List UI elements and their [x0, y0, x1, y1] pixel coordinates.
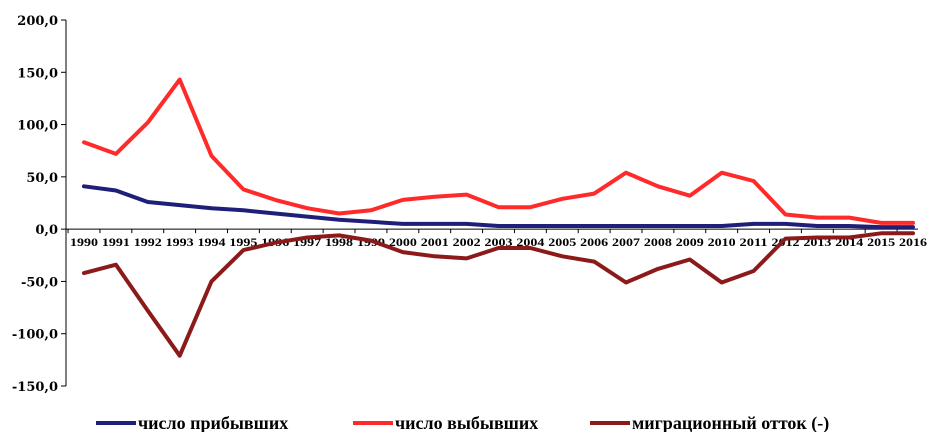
x-tick-label: 2006 [580, 235, 608, 249]
x-tick-label: 2010 [708, 235, 736, 249]
x-tick-label: 2009 [676, 235, 704, 249]
x-tick-label: 2011 [740, 235, 768, 249]
y-tick-label: 200,0 [17, 14, 58, 29]
y-tick-label: -50,0 [21, 275, 58, 290]
x-tick-label: 1990 [70, 235, 98, 249]
x-tick-label: 2002 [453, 235, 481, 249]
x-tick-label: 1998 [325, 235, 353, 249]
x-tick-label: 2000 [389, 235, 417, 249]
x-tick-label: 2008 [644, 235, 672, 249]
series-lines [82, 77, 915, 358]
x-tick-label: 2005 [548, 235, 576, 249]
y-tick-label: 50,0 [26, 171, 58, 186]
legend-label-arrivals: число прибывших [138, 413, 288, 432]
x-tick-label: 2001 [421, 235, 449, 249]
series-line-departures [82, 77, 915, 225]
legend-label-departures: число выбывших [395, 413, 538, 432]
y-tick-label: 0,0 [35, 223, 58, 238]
x-tick-label: 1991 [102, 235, 130, 249]
series-line-outflow [82, 231, 915, 358]
x-tick-label: 1995 [229, 235, 257, 249]
y-tick-label: -100,0 [12, 328, 58, 343]
legend-label-outflow: миграционный отток (-) [632, 413, 829, 432]
y-tick-label: 150,0 [17, 66, 58, 81]
x-tick-label: 2016 [899, 235, 927, 249]
y-axis: 200,0 150,0 100,0 50,0 0,0 -50,0 -100,0 -150,0 [12, 14, 67, 395]
x-tick-label: 1993 [166, 235, 194, 249]
x-tick-label: 2003 [485, 235, 513, 249]
x-tick-label: 1994 [198, 235, 226, 249]
x-tick-label: 1992 [134, 235, 162, 249]
x-tick-label: 2007 [612, 235, 640, 249]
series-line-arrivals [82, 184, 915, 230]
y-tick-label: 100,0 [17, 119, 58, 134]
x-tick-label: 2004 [516, 235, 544, 249]
legend: число прибывших число выбывших миграцион… [96, 413, 829, 432]
x-tick-label: 2015 [867, 235, 895, 249]
y-tick-label: -150,0 [12, 380, 58, 395]
